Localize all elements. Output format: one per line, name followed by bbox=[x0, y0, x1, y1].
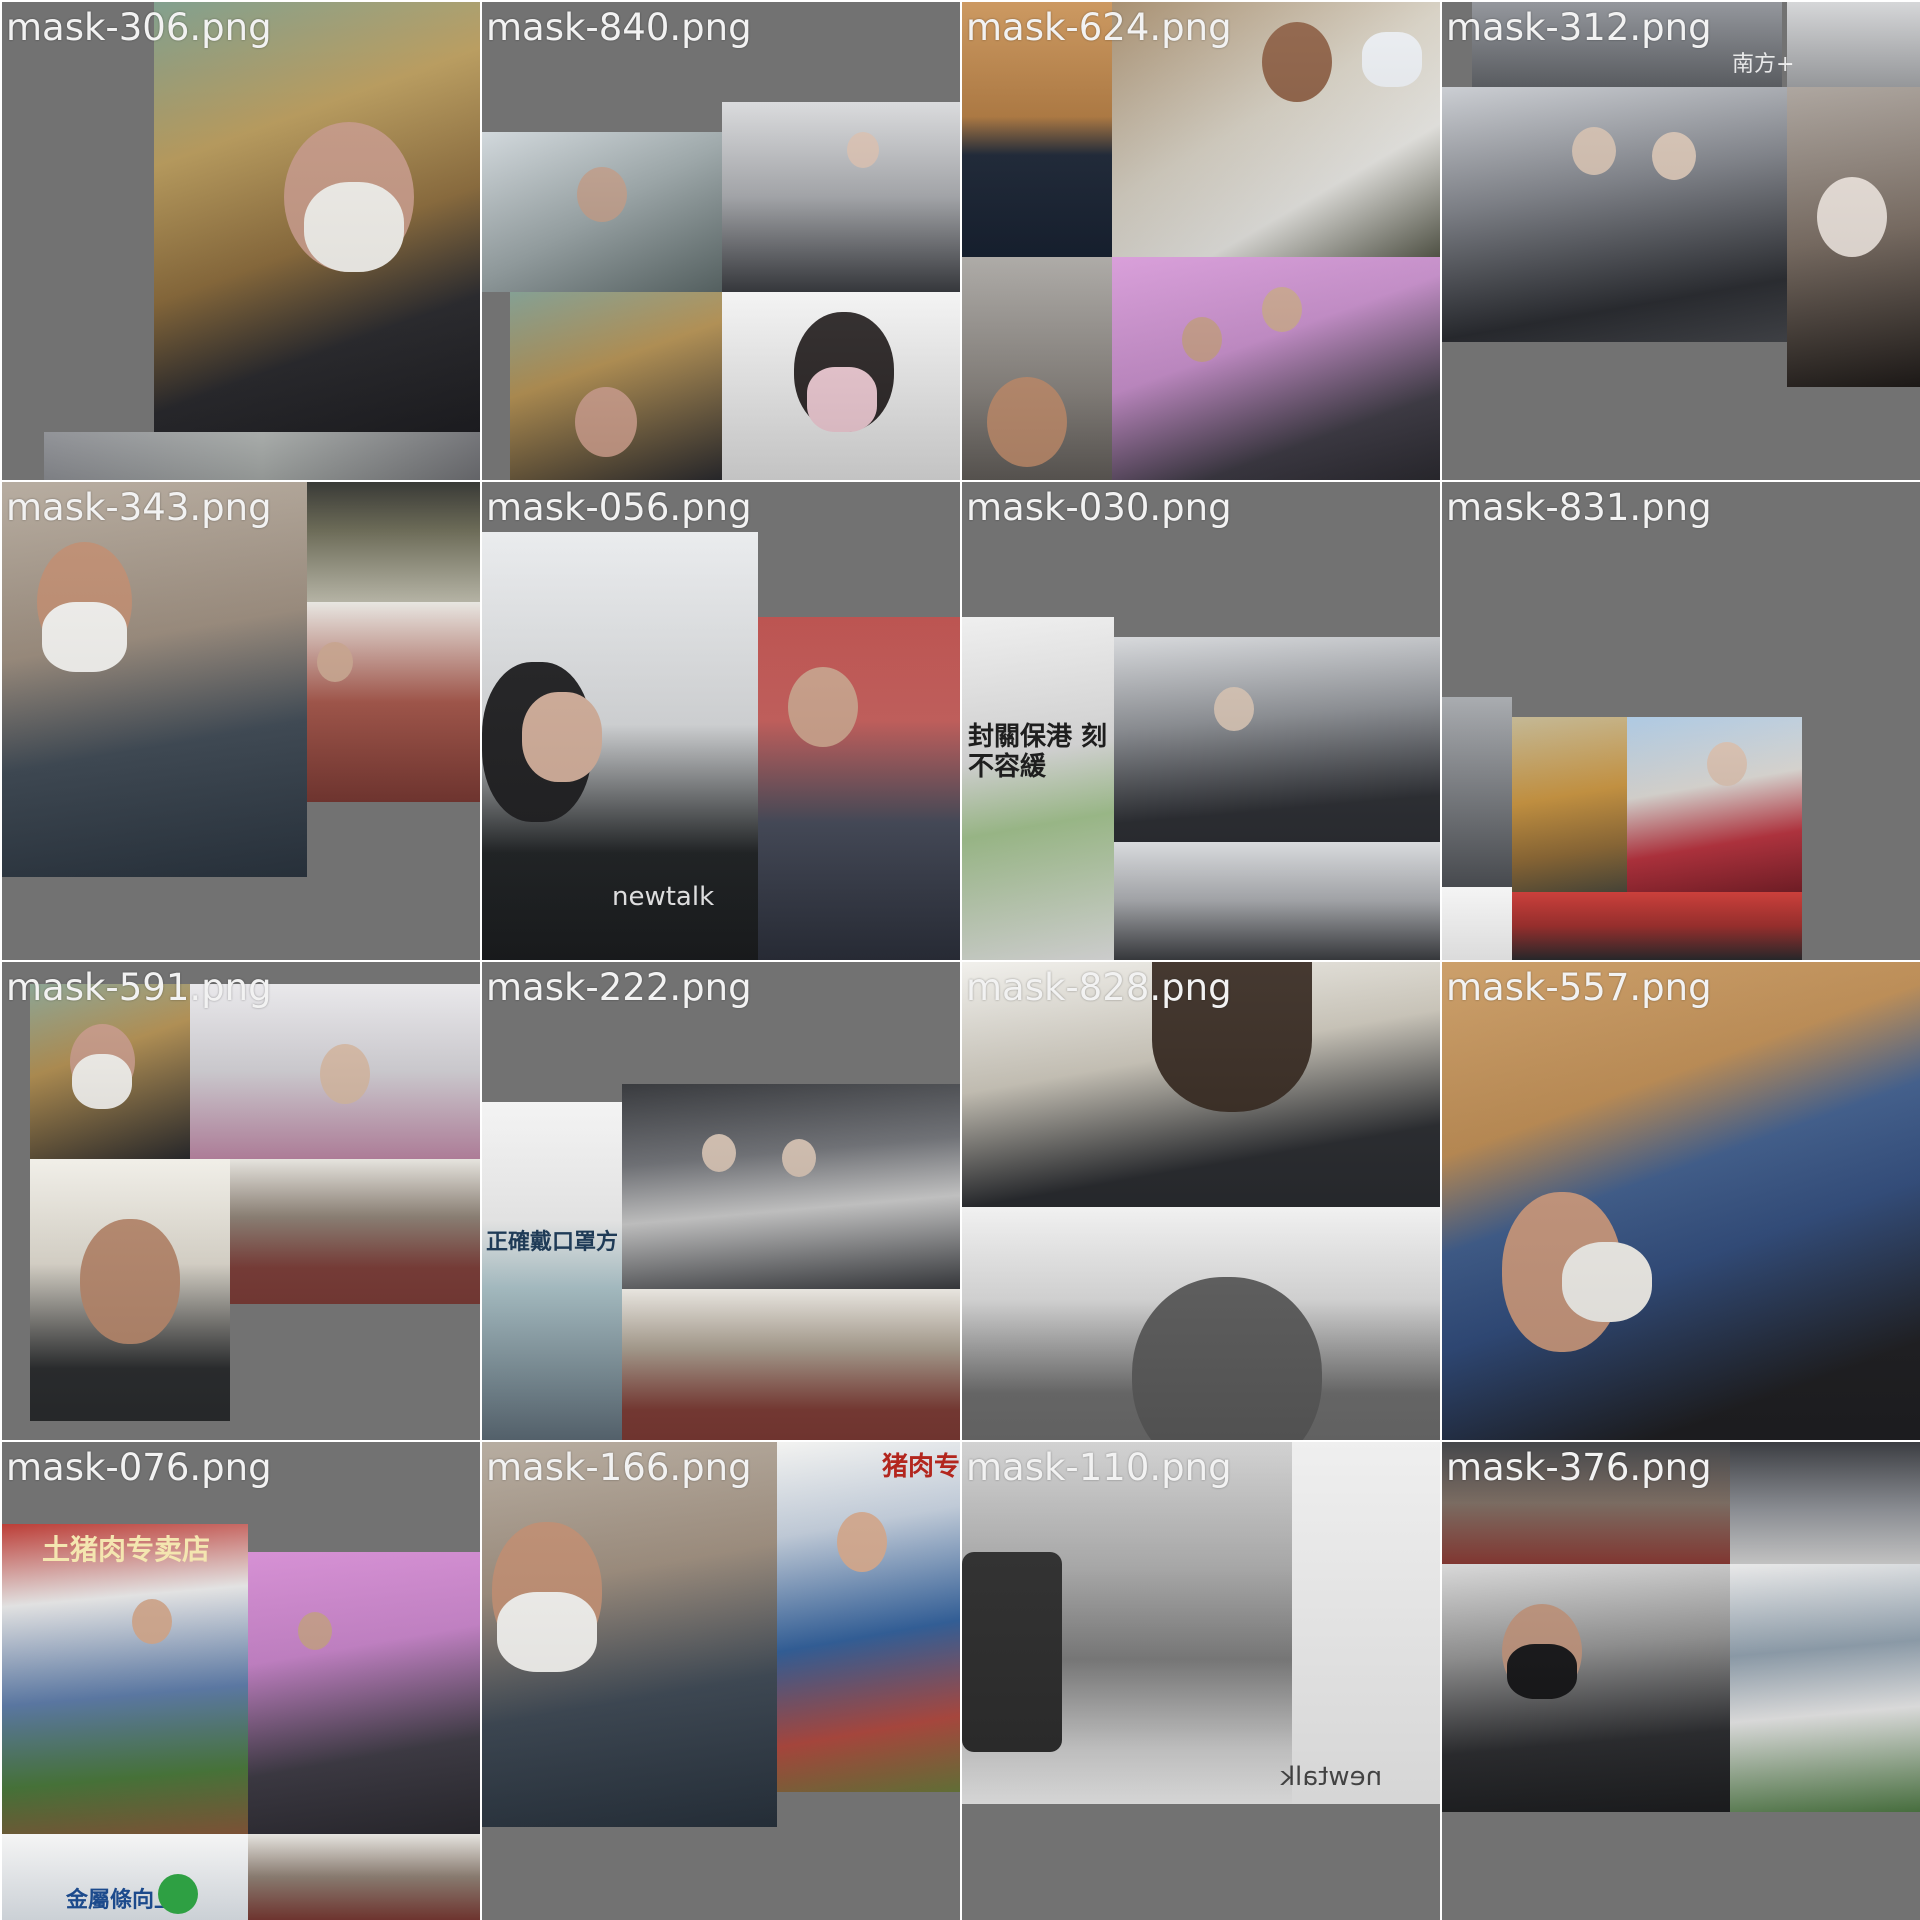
tile-mask-056[interactable]: newtalk mask-056.png bbox=[482, 482, 960, 960]
tile-mask-312[interactable]: 南方+ mask-312.png bbox=[1442, 2, 1920, 480]
tile-mask-166[interactable]: 猪肉专卖店 mask-166.png bbox=[482, 1442, 960, 1920]
photo-man-mask-stripes bbox=[758, 617, 960, 960]
photo-red-banner-crowd bbox=[1512, 892, 1802, 960]
photo-man-grayscale bbox=[962, 1207, 1440, 1440]
photo-crowd-left bbox=[1442, 697, 1512, 887]
photo-crowd-arrivals bbox=[1114, 637, 1440, 842]
photo-mask-instruction bbox=[2, 1834, 248, 1920]
photo-airplane-cabin bbox=[307, 602, 480, 802]
tile-label: mask-312.png bbox=[1446, 6, 1712, 49]
photo-woman-red-jacket bbox=[1627, 717, 1802, 892]
mask-instruction-text: 金屬條向上 bbox=[66, 1888, 177, 1913]
tile-label: mask-831.png bbox=[1446, 486, 1712, 529]
tile-label: mask-110.png bbox=[966, 1446, 1232, 1489]
tile-label: mask-166.png bbox=[486, 1446, 752, 1489]
tile-label: mask-591.png bbox=[6, 966, 272, 1009]
tile-label: mask-343.png bbox=[6, 486, 272, 529]
tile-label: mask-840.png bbox=[486, 6, 752, 49]
tile-mask-624[interactable]: mask-624.png bbox=[962, 2, 1440, 480]
protest-sign-text: 封關保港 刻不容緩 bbox=[968, 722, 1108, 782]
photo-bearded-man-closeup bbox=[962, 962, 1440, 1207]
tile-mask-030[interactable]: 封關保港 刻不容緩 mask-030.png bbox=[962, 482, 1440, 960]
photo-man-respirator-window bbox=[1442, 962, 1920, 1440]
photo-plane-cabin-crowd bbox=[230, 1159, 480, 1304]
photo-woman-mask-closeup bbox=[1787, 87, 1920, 387]
photo-strip-bottom bbox=[44, 432, 480, 480]
watermark: newtalk bbox=[612, 882, 715, 912]
check-icon bbox=[158, 1874, 198, 1914]
tile-label: mask-222.png bbox=[486, 966, 752, 1009]
photo-man-n95-closeup bbox=[482, 1442, 777, 1827]
photo-protest-sign bbox=[962, 617, 1114, 960]
photo-gate-man-bottom bbox=[1114, 842, 1440, 960]
photo-legs-walking bbox=[1472, 2, 1782, 87]
photo-woman-carrying-child bbox=[482, 132, 722, 292]
photo-cabin-bottom bbox=[248, 1834, 480, 1920]
tile-mask-110[interactable]: newtalk mask-110.png bbox=[962, 1442, 1440, 1920]
tile-label: mask-557.png bbox=[1446, 966, 1712, 1009]
photo-man-respirator-gate bbox=[154, 2, 480, 432]
tile-mask-076[interactable]: 土猪肉专卖店 金屬條向上 mask-076.png bbox=[2, 1442, 480, 1920]
photo-woman-glasses-mask bbox=[482, 532, 758, 960]
shop-sign-text: 猪肉专卖店 bbox=[882, 1452, 960, 1482]
tile-mask-828[interactable]: mask-828.png bbox=[962, 962, 1440, 1440]
photo-vendor-blue-jacket bbox=[777, 1442, 960, 1792]
tile-label: mask-828.png bbox=[966, 966, 1232, 1009]
photo-man-respirator-small bbox=[30, 984, 190, 1159]
photo-woman-white-mask bbox=[190, 984, 480, 1159]
photo-vendor-vegetables bbox=[2, 1524, 248, 1834]
tile-mask-306[interactable]: mask-306.png bbox=[2, 2, 480, 480]
photo-family-luggage-cart bbox=[1112, 257, 1440, 480]
tile-mask-840[interactable]: mask-840.png bbox=[482, 2, 960, 480]
mask-instruction-text: 正確戴口罩方 bbox=[486, 1230, 619, 1255]
photo-airplane-aisle bbox=[622, 1289, 960, 1440]
photo-man-beard-chair bbox=[30, 1159, 230, 1421]
tile-mask-376[interactable]: mask-376.png bbox=[1442, 1442, 1920, 1920]
photo-crowd-street bbox=[622, 1084, 960, 1289]
photo-wooden-counter bbox=[962, 2, 1112, 257]
photo-boys-masks-school bbox=[1112, 2, 1440, 257]
tile-label: mask-624.png bbox=[966, 6, 1232, 49]
tile-label: mask-030.png bbox=[966, 486, 1232, 529]
photo-luggage-corner bbox=[1787, 2, 1920, 87]
photo-airport-gate-bw bbox=[962, 1442, 1440, 1804]
photo-family-cart-pink bbox=[248, 1552, 480, 1834]
photo-overhead-bins bbox=[307, 482, 480, 602]
photo-white-block bbox=[1442, 887, 1512, 960]
photo-masks-sign-board bbox=[482, 1102, 622, 1440]
shop-sign-text: 土猪肉专卖店 bbox=[42, 1533, 211, 1566]
photo-protest-building bbox=[1730, 1564, 1920, 1812]
tile-label: mask-376.png bbox=[1446, 1446, 1712, 1489]
photo-man-n95-jacket bbox=[2, 482, 307, 877]
tile-mask-591[interactable]: mask-591.png bbox=[2, 962, 480, 1440]
photo-man-black-mask-cap bbox=[1442, 1564, 1730, 1812]
watermark: newtalk bbox=[1280, 1762, 1383, 1792]
tile-mask-557[interactable]: mask-557.png bbox=[1442, 962, 1920, 1440]
photo-girl-pink-mask bbox=[722, 292, 960, 480]
tile-label: mask-056.png bbox=[486, 486, 752, 529]
tile-label: mask-306.png bbox=[6, 6, 272, 49]
watermark: 南方+ bbox=[1732, 52, 1795, 77]
tile-label: mask-076.png bbox=[6, 1446, 272, 1489]
tile-mask-222[interactable]: 正確戴口罩方 mask-222.png bbox=[482, 962, 960, 1440]
photo-chicken-cage bbox=[1512, 717, 1627, 892]
photo-airport-arrival-gate bbox=[722, 102, 960, 292]
tile-mask-831[interactable]: mask-831.png bbox=[1442, 482, 1920, 960]
photo-boy-car bbox=[962, 257, 1112, 480]
photo-station-people bbox=[1730, 1442, 1920, 1564]
photo-crowd-masks-escalator bbox=[1442, 87, 1787, 342]
photo-cabin-passengers bbox=[1442, 1442, 1730, 1564]
tile-mask-343[interactable]: mask-343.png bbox=[2, 482, 480, 960]
photo-man-gate-small bbox=[510, 292, 722, 480]
